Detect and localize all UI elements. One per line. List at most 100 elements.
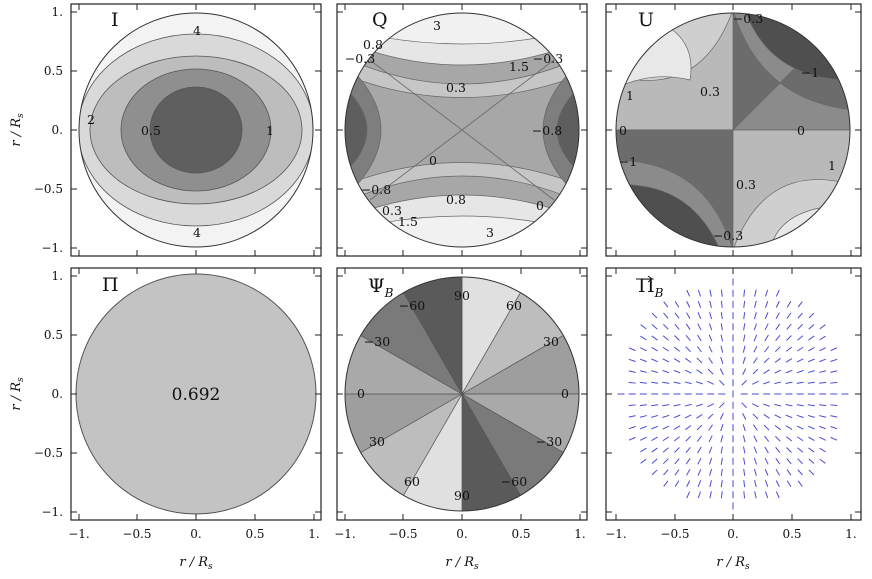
vector-segment: [786, 323, 792, 330]
vector-segment: [743, 480, 746, 488]
vector-segment: [684, 414, 692, 419]
vector-segment: [785, 404, 793, 407]
vector-segment: [651, 414, 659, 418]
vector-segment: [686, 469, 691, 476]
vector-segment: [752, 368, 759, 375]
vector-segment: [674, 447, 680, 453]
vector-segment: [774, 403, 782, 407]
vector-segment: [686, 480, 691, 487]
panel-I-label: I: [111, 9, 119, 31]
vector-segment: [796, 381, 804, 384]
vector-segment: [819, 347, 826, 352]
vector-segment: [775, 301, 780, 308]
vector-segment: [819, 404, 827, 407]
vector-segment: [662, 436, 669, 442]
vector-segment: [764, 435, 770, 442]
vector-segment: [696, 424, 703, 431]
vector-segment: [752, 413, 759, 420]
vector-segment: [807, 370, 815, 374]
vector-segment: [807, 381, 815, 384]
vector-segment: [674, 312, 680, 319]
vector-segment: [785, 346, 793, 352]
vector-segment: [830, 347, 838, 352]
vector-segment: [786, 335, 792, 341]
x-tick-labels: −1. −0.5 0. 0.5 1. −1. −0.5 0. 0.5 1. −1. −0.5 0. 0.5…: [68, 4, 861, 541]
vector-segment: [684, 403, 692, 407]
vector-segment: [709, 289, 712, 297]
panel-U-contour-label: 0.3: [700, 84, 720, 99]
vector-segment: [807, 414, 815, 418]
panel-I-contour-label: 1: [266, 123, 274, 138]
y-tick-labels-bottom: 1. 0.5 0. −0.5 −1.: [34, 269, 63, 519]
vector-segment: [754, 491, 757, 499]
vector-segment: [718, 379, 725, 386]
vector-segment: [720, 480, 723, 488]
panel-Q-label: Q: [372, 9, 388, 31]
vector-segment: [764, 323, 769, 331]
vector-segment: [697, 334, 702, 342]
vector-segment: [651, 358, 659, 363]
vector-segment: [651, 436, 658, 441]
vector-segment: [797, 312, 803, 319]
vector-segment: [662, 323, 669, 330]
vector-segment: [743, 323, 746, 331]
vector-segment: [674, 323, 680, 330]
vector-segment: [697, 457, 702, 465]
panel-PiB-vector-arrow-icon: [636, 275, 653, 283]
vector-segment: [797, 323, 804, 330]
panel-Q-contour-label: −0.3: [533, 51, 563, 66]
vector-segment: [797, 436, 804, 442]
vector-segment: [830, 436, 838, 441]
x-tick-label: −1.: [68, 527, 90, 541]
panel-Q-contour-label: −0.3: [345, 51, 375, 66]
panel-Q-contour-label: 3: [433, 18, 441, 33]
panel-Q-contour-label: 0.3: [446, 80, 466, 95]
vector-segment: [708, 424, 713, 431]
vector-segment: [763, 357, 770, 364]
vector-segment: [775, 469, 780, 476]
vector-segment: [743, 334, 746, 342]
x-tick-label: 0.: [727, 527, 738, 541]
panel-I-contour-label: 4: [193, 23, 201, 38]
y-tick-label: 1.: [52, 269, 63, 283]
vector-segment: [695, 381, 703, 385]
panel-Q-contour-label: 0.3: [382, 203, 402, 218]
panel-Psi-contour-label: 60: [506, 298, 522, 313]
vector-segment: [662, 414, 670, 418]
vector-segment: [697, 289, 701, 297]
vector-segment: [720, 323, 723, 331]
vector-segment: [808, 324, 815, 330]
vector-segment: [774, 357, 781, 363]
vector-segment: [786, 301, 792, 308]
panel-Psi-contour-label: 30: [369, 434, 385, 449]
vector-segment: [673, 425, 681, 430]
vector-segment: [786, 458, 792, 465]
panel-I-contour-label: 4: [193, 225, 201, 240]
vector-segment: [764, 468, 769, 476]
vector-segment: [797, 458, 804, 465]
panel-Q-contour-label: −0.8: [361, 182, 391, 197]
vector-segment: [686, 289, 691, 297]
vector-segment: [651, 447, 658, 453]
vector-segment: [741, 402, 748, 409]
vector-segment: [720, 334, 723, 342]
panel-U-contour-label: 0.3: [736, 177, 756, 192]
x-tick-label: −1.: [334, 527, 356, 541]
vector-segment: [709, 468, 713, 476]
panel-Q-contour-label: 0: [429, 153, 437, 168]
panel-U-contour-label: 1: [828, 158, 836, 173]
y-axis-label-bottom: r / Rs: [9, 377, 26, 411]
vector-segment: [775, 289, 780, 297]
vector-segment: [662, 346, 669, 352]
vector-segment: [720, 457, 723, 465]
panel-Q-contour-label: 1.5: [398, 214, 418, 229]
panel-U-contour-label: 1: [626, 88, 634, 103]
vector-segment: [673, 358, 681, 363]
vector-segment: [685, 425, 692, 431]
vector-segment: [742, 368, 747, 375]
panel-Q-contour-label: 0.8: [446, 192, 466, 207]
vector-segment: [628, 358, 636, 362]
panel-Psi-contour-label: 90: [454, 288, 470, 303]
vector-segment: [753, 446, 758, 454]
vector-segment: [754, 300, 757, 308]
